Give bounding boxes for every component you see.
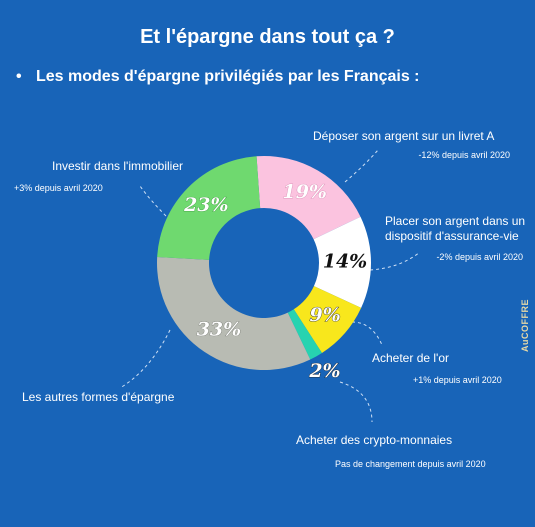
change-annotation: +1% depuis avril 2020	[413, 375, 502, 385]
connectors	[119, 149, 421, 423]
donut-slice	[293, 286, 362, 353]
category-label: Déposer son argent sur un livret A	[313, 129, 495, 143]
value-label: 19%	[282, 181, 327, 203]
subtitle: Les modes d'épargne privilégiés par les …	[36, 68, 420, 85]
donut-slice	[157, 156, 261, 260]
donut-slice	[287, 309, 322, 360]
value-label: 2%	[308, 360, 340, 382]
value-label: 33%	[197, 318, 242, 340]
change-annotation: Pas de changement depuis avril 2020	[335, 459, 486, 469]
change-annotation: +3% depuis avril 2020	[14, 183, 103, 193]
title: Et l'épargne dans tout ça ?	[140, 26, 395, 48]
category-label: Acheter des crypto-monnaies	[296, 433, 453, 447]
value-label: 23%	[183, 194, 229, 216]
donut-slice	[313, 216, 371, 308]
category-label: Les autres formes d'épargne	[22, 390, 175, 404]
category-label: Placer son argent dans un dispositif d'a…	[385, 214, 526, 243]
category-label: Acheter de l'or	[372, 351, 449, 365]
change-annotation: -2% depuis avril 2020	[436, 252, 523, 262]
value-label: 14%	[323, 250, 368, 272]
category-label: Investir dans l'immobilier	[52, 159, 183, 173]
donut-slice	[256, 156, 361, 240]
change-annotation: -12% depuis avril 2020	[418, 150, 510, 160]
donut-slice	[156, 257, 311, 371]
bullet: •	[16, 68, 22, 85]
value-label: 9%	[309, 304, 340, 326]
